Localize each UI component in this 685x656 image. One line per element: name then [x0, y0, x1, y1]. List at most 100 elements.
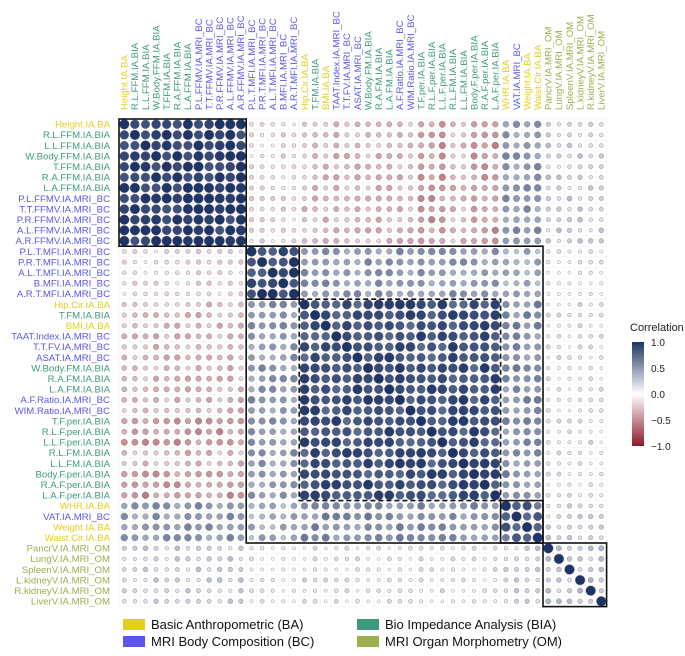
corr-dot-15-19 [321, 279, 330, 288]
corr-dot-40-7 [195, 545, 202, 551]
corr-dot-44-15 [281, 588, 286, 593]
corr-dot-8-45 [598, 206, 604, 212]
row-label-15: B.MFI.IA.MRI_BC [34, 279, 110, 290]
corr-dot-28-45 [599, 419, 604, 424]
corr-dot-45-6 [185, 598, 191, 604]
corr-dot-5-31 [450, 174, 456, 181]
corr-dot-38-33 [470, 523, 478, 531]
corr-dot-32-5 [174, 460, 180, 467]
corr-dot-43-2 [143, 578, 148, 583]
corr-dot-8-29 [428, 206, 435, 213]
corr-dot-22-20 [331, 353, 341, 362]
corr-dot-31-31 [447, 447, 458, 458]
corr-dot-32-43 [577, 461, 583, 466]
corr-dot-4-33 [470, 163, 478, 170]
corr-dot-13-14 [268, 257, 278, 267]
corr-dot-1-29 [428, 131, 435, 139]
corr-dot-21-22 [352, 342, 363, 352]
legend-label-bc: MRI Body Composition (BC) [151, 634, 314, 649]
corr-dot-8-5 [172, 204, 182, 214]
corr-dot-19-2 [143, 323, 148, 329]
corr-dot-13-6 [185, 259, 191, 265]
row-label-4: T.FFM.IA.BIA [53, 162, 111, 173]
corr-dot-32-8 [206, 461, 212, 466]
corr-dot-17-11 [238, 301, 244, 308]
corr-dot-5-24 [375, 174, 382, 181]
corr-dot-14-45 [599, 270, 604, 275]
corr-dot-35-45 [599, 493, 604, 498]
corr-dot-38-7 [195, 523, 202, 531]
legend-swatch-bc [123, 636, 145, 647]
corr-dot-13-7 [195, 259, 202, 265]
corr-dot-42-2 [142, 566, 149, 573]
corr-dot-26-43 [577, 397, 583, 403]
corr-dot-2-22 [354, 142, 361, 149]
corr-dot-13-25 [385, 258, 393, 266]
corr-dot-2-15 [280, 143, 286, 148]
corr-dot-29-45 [599, 430, 603, 434]
corr-dot-22-1 [132, 355, 138, 360]
corr-dot-1-5 [172, 130, 182, 140]
corr-dot-17-43 [577, 302, 583, 307]
corr-dot-45-26 [397, 599, 403, 604]
colorbar-tick-0: 0.0 [651, 390, 665, 401]
corr-dot-27-6 [185, 407, 191, 414]
corr-dot-44-18 [313, 588, 318, 593]
corr-dot-41-25 [387, 556, 392, 562]
corr-dot-43-12 [249, 578, 254, 583]
col-label-24: R.A.FM.IA.BIA [374, 47, 385, 110]
corr-dot-29-39 [534, 428, 542, 436]
corr-dot-25-28 [416, 384, 426, 394]
corr-dot-26-13 [258, 396, 266, 404]
corr-dot-4-7 [193, 161, 204, 172]
corr-dot-43-10 [228, 577, 233, 583]
corr-dot-44-24 [376, 588, 381, 593]
corr-dot-0-6 [182, 119, 193, 130]
corr-dot-21-18 [310, 342, 320, 352]
corr-dot-0-35 [492, 121, 499, 128]
corr-dot-31-14 [269, 449, 276, 456]
corr-dot-22-18 [310, 352, 320, 363]
corr-dot-27-0 [121, 408, 127, 413]
corr-dot-1-28 [417, 131, 425, 139]
corr-dot-36-29 [428, 502, 435, 510]
corr-dot-29-36 [502, 428, 510, 435]
corr-dot-25-4 [163, 386, 170, 393]
corr-dot-33-28 [416, 469, 426, 479]
corr-dot-0-36 [502, 121, 510, 128]
corr-dot-38-34 [481, 523, 488, 531]
corr-dot-13-33 [470, 258, 478, 266]
corr-dot-10-18 [312, 227, 318, 233]
corr-dot-35-24 [373, 490, 384, 501]
corr-dot-20-10 [227, 333, 234, 340]
corr-dot-1-18 [312, 132, 318, 138]
corr-dot-20-30 [437, 331, 448, 342]
corr-dot-21-43 [577, 344, 583, 350]
corr-dot-35-9 [216, 492, 223, 499]
corr-dot-33-40 [545, 471, 551, 477]
corr-dot-26-22 [353, 395, 362, 405]
corr-dot-44-0 [121, 588, 127, 594]
colorbar-tick-0.5: 0.5 [651, 364, 665, 375]
corr-dot-30-45 [599, 440, 604, 445]
corr-dot-23-27 [406, 363, 415, 373]
col-label-21: T.T.FV.IA.MRI_BC [342, 33, 353, 110]
corr-dot-18-39 [534, 311, 542, 319]
corr-dot-3-42 [567, 153, 572, 159]
colorbar: Correlation 1.0 0.5 0.0 −0.5 −1.0 [630, 322, 684, 453]
corr-dot-16-3 [154, 291, 159, 296]
corr-dot-44-28 [419, 588, 423, 593]
corr-dot-30-14 [269, 438, 277, 446]
corr-dot-28-27 [405, 416, 416, 426]
corr-dot-11-26 [396, 237, 403, 244]
corr-dot-14-37 [513, 269, 520, 276]
corr-dot-40-13 [259, 546, 265, 551]
corr-dot-34-13 [259, 481, 266, 488]
corr-dot-26-26 [394, 394, 405, 405]
corr-dot-14-0 [122, 270, 127, 275]
corr-dot-13-26 [396, 258, 404, 266]
corr-dot-22-37 [513, 354, 520, 361]
corr-dot-35-5 [174, 492, 181, 499]
corr-dot-20-37 [512, 332, 521, 341]
corr-dot-2-27 [407, 142, 414, 149]
